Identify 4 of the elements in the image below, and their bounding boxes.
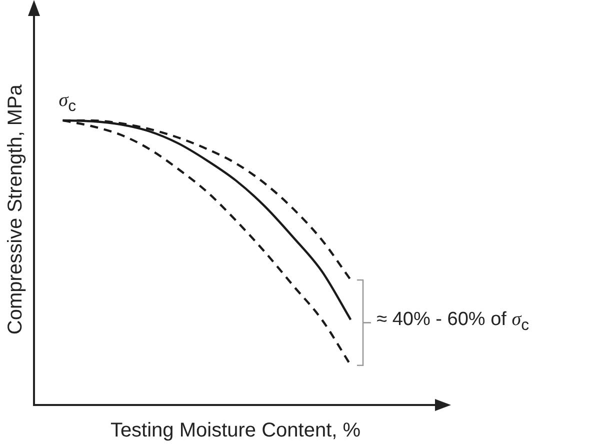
x-axis-title: Testing Moisture Content, % [110,420,361,442]
annotation: ≈ 40% - 60% of σ$_{c}$ [376,309,529,336]
y-axis-title: Compressive Strength, MPa [4,84,27,335]
text: σ$_{c}$ [58,90,76,116]
